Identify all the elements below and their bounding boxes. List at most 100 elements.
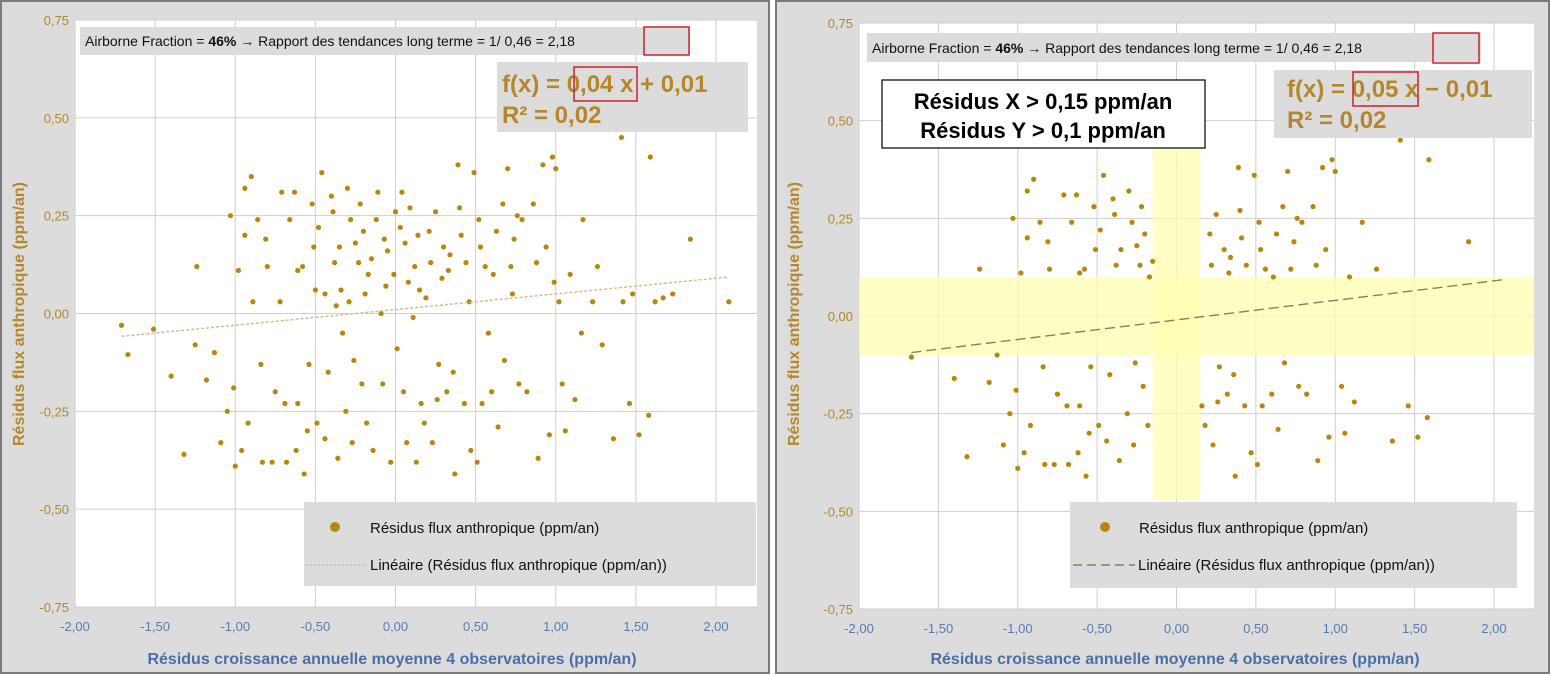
data-point (349, 440, 355, 446)
data-point (301, 471, 307, 477)
data-point (416, 287, 423, 293)
y-tick-label: -0,50 (823, 504, 853, 519)
data-point (405, 279, 411, 285)
data-point (1083, 473, 1089, 479)
data-point (533, 260, 540, 266)
data-point (1077, 270, 1083, 276)
data-point (1226, 270, 1232, 276)
data-point (1138, 204, 1145, 210)
data-point (295, 400, 301, 407)
x-tick-label: 0,50 (1243, 621, 1268, 636)
data-point (1323, 246, 1329, 253)
data-point (559, 381, 565, 387)
x-tick-label: 1,00 (543, 619, 568, 634)
data-point (1299, 219, 1305, 225)
data-point (1251, 172, 1257, 178)
data-points (908, 137, 1472, 479)
data-point (348, 216, 354, 223)
data-point (599, 342, 605, 348)
data-point (378, 310, 384, 317)
data-point (1015, 465, 1021, 471)
data-point (1237, 207, 1243, 214)
data-point (511, 236, 517, 242)
legend-trend-label: Linéaire (Résidus flux anthropique (ppm/… (370, 557, 667, 574)
data-point (399, 189, 405, 195)
data-point (461, 400, 468, 407)
data-point (468, 447, 474, 454)
y-tick-label: 0,25 (44, 209, 69, 224)
data-point (1304, 391, 1310, 397)
y-tick-label: 0,75 (44, 13, 69, 28)
data-point (150, 326, 157, 332)
data-point (1027, 422, 1034, 428)
data-point (908, 354, 914, 360)
data-point (646, 412, 652, 418)
data-point (194, 263, 200, 270)
data-point (1024, 188, 1030, 194)
x-tick-label: -1,00 (220, 619, 250, 634)
legend-points-label: Résidus flux anthropique (ppm/an) (370, 520, 599, 537)
data-point (493, 228, 500, 234)
y-tick-label: -0,75 (823, 602, 853, 617)
data-point (951, 375, 957, 382)
data-point (444, 389, 450, 395)
data-point (578, 330, 584, 336)
data-point (426, 228, 432, 234)
data-point (282, 400, 288, 407)
data-point (546, 432, 552, 438)
data-point (1332, 168, 1338, 175)
data-point (1342, 430, 1348, 436)
data-point (626, 400, 633, 407)
data-point (514, 213, 520, 219)
data-point (594, 263, 601, 270)
data-point (687, 236, 693, 242)
y-axis-title: Résidus flux anthropique (ppm/an) (786, 182, 803, 446)
data-point (1329, 157, 1335, 163)
data-point (477, 244, 484, 250)
data-point (1096, 422, 1102, 428)
data-point (356, 260, 362, 266)
data-point (279, 189, 285, 195)
data-point (343, 408, 349, 414)
data-point (293, 447, 299, 454)
legend (304, 502, 756, 586)
data-point (428, 260, 434, 266)
data-point (1124, 411, 1130, 417)
data-point (1319, 164, 1326, 171)
data-point (338, 287, 344, 293)
data-point (402, 240, 408, 246)
r2-text: R² = 0,02 (502, 102, 601, 129)
data-point (1227, 254, 1234, 260)
data-point (1000, 442, 1007, 448)
data-point (1235, 164, 1242, 171)
data-point (368, 256, 375, 262)
data-point (1466, 239, 1472, 245)
data-point (1216, 364, 1222, 370)
data-point (413, 459, 419, 465)
data-point (248, 173, 254, 180)
data-point (439, 275, 445, 281)
data-point (1426, 157, 1432, 163)
equation-box (1274, 70, 1532, 138)
data-point (1113, 262, 1119, 268)
data-point (479, 400, 485, 407)
data-point (381, 236, 387, 242)
ratio-red-box (1432, 32, 1480, 64)
x-tick-label: 0,50 (463, 619, 488, 634)
y-tick-label: 0,25 (828, 211, 853, 226)
x-tick-label: -1,50 (924, 621, 954, 636)
y-tick-labels: 0,75 0,50 0,25 0,00 -0,25 -0,50 -0,75 (823, 16, 853, 617)
data-point (1131, 442, 1137, 448)
data-point (392, 209, 399, 215)
data-point (1021, 450, 1027, 456)
data-point (295, 267, 301, 274)
data-point (235, 267, 242, 274)
data-point (1107, 372, 1113, 378)
legend (1070, 502, 1517, 588)
data-point (322, 291, 328, 297)
data-point (500, 201, 506, 207)
data-point (1100, 172, 1107, 178)
data-point (1258, 246, 1264, 253)
data-point (418, 400, 424, 407)
x-tick-label: 1,50 (1402, 621, 1427, 636)
